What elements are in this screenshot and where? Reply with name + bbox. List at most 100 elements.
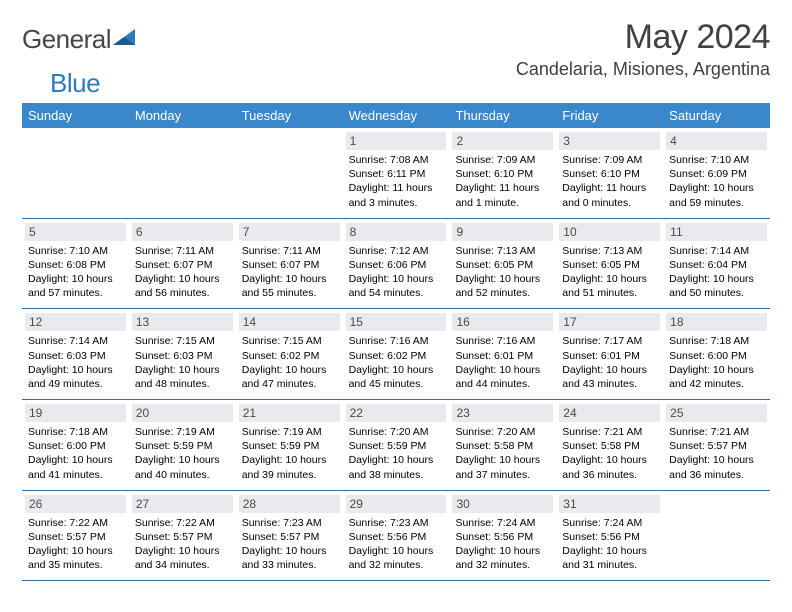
day-info: Sunrise: 7:16 AMSunset: 6:02 PMDaylight:… <box>347 334 446 391</box>
day-label: Tuesday <box>236 103 343 128</box>
daynum-bar: 20 <box>132 404 233 422</box>
sunset-text: Sunset: 6:10 PM <box>455 167 552 181</box>
daynum-bar: 15 <box>346 313 447 331</box>
daylight-text: Daylight: 10 hours and 36 minutes. <box>562 453 659 481</box>
sunset-text: Sunset: 5:59 PM <box>135 439 232 453</box>
daynum-bar: 3 <box>559 132 660 150</box>
day-cell: 19Sunrise: 7:18 AMSunset: 6:00 PMDayligh… <box>22 400 129 490</box>
day-cell: 17Sunrise: 7:17 AMSunset: 6:01 PMDayligh… <box>556 309 663 399</box>
daynum-bar: 1 <box>346 132 447 150</box>
daynum-bar: 29 <box>346 495 447 513</box>
daynum-bar: 27 <box>132 495 233 513</box>
week-row: 19Sunrise: 7:18 AMSunset: 6:00 PMDayligh… <box>22 400 770 491</box>
day-cell: 10 Sunrise: 7:13 AMSunset: 6:05 PMDayligh… <box>556 219 663 309</box>
day-number: 27 <box>136 497 149 511</box>
sunrise-text: Sunrise: 7:13 AM <box>455 244 552 258</box>
daylight-text: Daylight: 10 hours and 45 minutes. <box>349 363 446 391</box>
day-number: 1 <box>350 134 357 148</box>
month-title: May 2024 <box>516 18 770 57</box>
day-info: Sunrise: 7:08 AMSunset: 6:11 PMDaylight:… <box>347 153 446 210</box>
sunrise-text: Sunrise: 7:13 AM <box>562 244 659 258</box>
sunset-text: Sunset: 5:56 PM <box>349 530 446 544</box>
day-info: Sunrise: 7:19 AMSunset: 5:59 PMDaylight:… <box>240 425 339 482</box>
day-cell: 4Sunrise: 7:10 AMSunset: 6:09 PMDaylight… <box>663 128 770 218</box>
day-number: 22 <box>350 406 363 420</box>
day-cell: 27 Sunrise: 7:22 AMSunset: 5:57 PMDayligh… <box>129 491 236 581</box>
day-number: 21 <box>243 406 256 420</box>
day-info: Sunrise: 7:09 AMSunset: 6:10 PMDaylight:… <box>453 153 552 210</box>
day-cell <box>663 491 770 581</box>
day-label: Wednesday <box>343 103 450 128</box>
day-cell: 15 Sunrise: 7:16 AMSunset: 6:02 PMDayligh… <box>343 309 450 399</box>
sunrise-text: Sunrise: 7:24 AM <box>562 516 659 530</box>
daynum-bar: 14 <box>239 313 340 331</box>
day-number: 7 <box>243 225 250 239</box>
day-header-row: Sunday Monday Tuesday Wednesday Thursday… <box>22 103 770 128</box>
day-cell: 26Sunrise: 7:22 AMSunset: 5:57 PMDayligh… <box>22 491 129 581</box>
weeks-container: 1 Sunrise: 7:08 AMSunset: 6:11 PMDaylight… <box>22 128 770 581</box>
daylight-text: Daylight: 10 hours and 42 minutes. <box>669 363 766 391</box>
week-row: 12Sunrise: 7:14 AMSunset: 6:03 PMDayligh… <box>22 309 770 400</box>
day-number: 25 <box>670 406 683 420</box>
day-cell: 14Sunrise: 7:15 AMSunset: 6:02 PMDayligh… <box>236 309 343 399</box>
day-number: 26 <box>29 497 42 511</box>
day-cell: 12Sunrise: 7:14 AMSunset: 6:03 PMDayligh… <box>22 309 129 399</box>
sunset-text: Sunset: 6:02 PM <box>242 349 339 363</box>
daynum-bar: 31 <box>559 495 660 513</box>
daynum-bar: 10 <box>559 223 660 241</box>
day-info: Sunrise: 7:15 AMSunset: 6:03 PMDaylight:… <box>133 334 232 391</box>
day-cell <box>129 128 236 218</box>
daynum-bar: 18 <box>666 313 767 331</box>
sunset-text: Sunset: 6:09 PM <box>669 167 766 181</box>
day-number: 11 <box>670 225 682 239</box>
daynum-bar: 6 <box>132 223 233 241</box>
daynum-bar: 25 <box>666 404 767 422</box>
day-info: Sunrise: 7:16 AMSunset: 6:01 PMDaylight:… <box>453 334 552 391</box>
sunrise-text: Sunrise: 7:08 AM <box>349 153 446 167</box>
week-row: 5Sunrise: 7:10 AMSunset: 6:08 PMDaylight… <box>22 219 770 310</box>
daylight-text: Daylight: 11 hours and 3 minutes. <box>349 181 446 209</box>
day-info: Sunrise: 7:24 AMSunset: 5:56 PMDaylight:… <box>560 516 659 573</box>
sunrise-text: Sunrise: 7:16 AM <box>455 334 552 348</box>
day-number: 18 <box>670 315 683 329</box>
day-cell: 11 Sunrise: 7:14 AMSunset: 6:04 PMDayligh… <box>663 219 770 309</box>
day-number: 3 <box>563 134 570 148</box>
calendar-grid: Sunday Monday Tuesday Wednesday Thursday… <box>22 103 770 581</box>
day-cell: 1 Sunrise: 7:08 AMSunset: 6:11 PMDaylight… <box>343 128 450 218</box>
logo-text-1: General <box>22 24 111 55</box>
daylight-text: Daylight: 10 hours and 56 minutes. <box>135 272 232 300</box>
day-label: Thursday <box>449 103 556 128</box>
day-number: 19 <box>29 406 42 420</box>
sunrise-text: Sunrise: 7:19 AM <box>242 425 339 439</box>
day-label: Sunday <box>22 103 129 128</box>
day-cell: 22 Sunrise: 7:20 AMSunset: 5:59 PMDayligh… <box>343 400 450 490</box>
day-info: Sunrise: 7:13 AMSunset: 6:05 PMDaylight:… <box>453 244 552 301</box>
day-number: 20 <box>136 406 149 420</box>
day-cell: 5Sunrise: 7:10 AMSunset: 6:08 PMDaylight… <box>22 219 129 309</box>
day-info: Sunrise: 7:22 AMSunset: 5:57 PMDaylight:… <box>133 516 232 573</box>
daylight-text: Daylight: 10 hours and 55 minutes. <box>242 272 339 300</box>
day-info: Sunrise: 7:20 AMSunset: 5:59 PMDaylight:… <box>347 425 446 482</box>
day-number: 6 <box>136 225 143 239</box>
daylight-text: Daylight: 10 hours and 47 minutes. <box>242 363 339 391</box>
day-number: 8 <box>350 225 357 239</box>
day-number: 4 <box>670 134 677 148</box>
daylight-text: Daylight: 10 hours and 49 minutes. <box>28 363 125 391</box>
day-number: 24 <box>563 406 576 420</box>
day-info: Sunrise: 7:14 AMSunset: 6:04 PMDaylight:… <box>667 244 766 301</box>
day-cell <box>22 128 129 218</box>
sunrise-text: Sunrise: 7:20 AM <box>455 425 552 439</box>
day-info: Sunrise: 7:12 AMSunset: 6:06 PMDaylight:… <box>347 244 446 301</box>
day-info: Sunrise: 7:13 AMSunset: 6:05 PMDaylight:… <box>560 244 659 301</box>
logo-triangle-icon <box>113 27 139 52</box>
day-cell: 13Sunrise: 7:15 AMSunset: 6:03 PMDayligh… <box>129 309 236 399</box>
week-row: 1 Sunrise: 7:08 AMSunset: 6:11 PMDaylight… <box>22 128 770 219</box>
sunset-text: Sunset: 5:57 PM <box>242 530 339 544</box>
sunset-text: Sunset: 6:02 PM <box>349 349 446 363</box>
day-cell: 2Sunrise: 7:09 AMSunset: 6:10 PMDaylight… <box>449 128 556 218</box>
daylight-text: Daylight: 11 hours and 0 minutes. <box>562 181 659 209</box>
sunrise-text: Sunrise: 7:11 AM <box>135 244 232 258</box>
daylight-text: Daylight: 10 hours and 32 minutes. <box>455 544 552 572</box>
daylight-text: Daylight: 10 hours and 52 minutes. <box>455 272 552 300</box>
day-info: Sunrise: 7:10 AMSunset: 6:08 PMDaylight:… <box>26 244 125 301</box>
